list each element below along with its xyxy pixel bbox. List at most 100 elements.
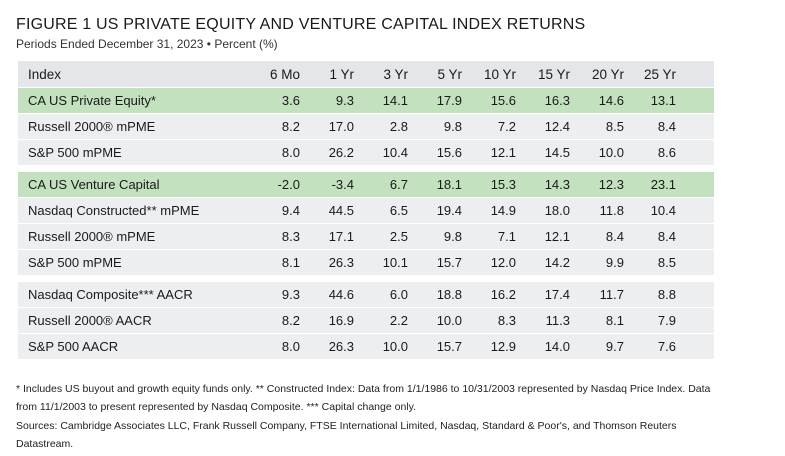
figure-title: FIGURE 1 US PRIVATE EQUITY AND VENTURE C… — [16, 16, 586, 33]
row-value: 8.0 — [281, 339, 300, 354]
row-value: 17.1 — [328, 229, 354, 244]
row-value: 11.8 — [599, 203, 624, 218]
row-label: CA US Venture Capital — [28, 177, 160, 192]
table-body: CA US Private Equity* 3.6 9.3 14.1 17.9 15.6 1… — [18, 87, 714, 359]
row-label: S&P 500 mPME — [28, 255, 122, 270]
row-value: 3.6 — [281, 93, 300, 108]
table-row: S&P 500 mPME 8.0 26.2 10.4 15.6 12.1 14.5 10.0 8… — [18, 139, 714, 165]
sources-note: Sources: Cambridge Associates LLC, Frank… — [16, 420, 677, 450]
row-value: 17.4 — [544, 287, 570, 302]
row-value: 16.3 — [544, 93, 570, 108]
row-value: 7.2 — [497, 119, 516, 134]
row-value: 10.0 — [382, 339, 408, 354]
table-row: CA US Venture Capital -2.0 -3.4 6.7 18.1 15.3… — [18, 171, 714, 197]
row-value: 8.5 — [605, 119, 624, 134]
row-value: 14.3 — [544, 177, 570, 192]
row-value: 11.3 — [545, 313, 570, 328]
row-value: 16.2 — [490, 287, 516, 302]
row-value: 7.9 — [657, 313, 676, 328]
row-value: 8.2 — [281, 313, 300, 328]
footnote: * Includes US buyout and growth equity f… — [16, 383, 711, 413]
row-value: -2.0 — [277, 177, 300, 192]
row-label: Russell 2000® AACR — [28, 313, 152, 328]
row-value: 14.1 — [382, 93, 408, 108]
row-value: 26.2 — [328, 145, 354, 160]
header-3yr: 3 Yr — [383, 66, 408, 82]
row-label: Russell 2000® mPME — [28, 229, 156, 244]
row-value: 44.5 — [328, 203, 354, 218]
row-value: 12.1 — [490, 145, 516, 160]
header-6mo: 6 Mo — [269, 66, 300, 82]
row-value: 17.0 — [328, 119, 354, 134]
row-value: 10.0 — [436, 313, 462, 328]
row-value: 8.3 — [497, 313, 516, 328]
row-value: 8.4 — [657, 229, 676, 244]
row-value: 9.8 — [443, 119, 462, 134]
row-label: Nasdaq Composite*** AACR — [28, 287, 193, 302]
table-row: S&P 500 AACR 8.0 26.3 10.0 15.7 12.9 14.0 9.7 7.… — [18, 333, 714, 359]
row-value: 13.1 — [650, 93, 676, 108]
row-value: 9.8 — [443, 229, 462, 244]
row-value: 12.3 — [598, 177, 624, 192]
row-value: 9.7 — [605, 339, 624, 354]
group-spacer — [18, 165, 714, 171]
row-value: 15.7 — [436, 339, 462, 354]
header-10yr: 10 Yr — [483, 66, 516, 82]
header-20yr: 20 Yr — [591, 66, 624, 82]
row-value: 8.6 — [657, 145, 676, 160]
row-value: 17.9 — [436, 93, 462, 108]
figure-subtitle: Periods Ended December 31, 2023 • Percen… — [16, 37, 278, 51]
row-value: 8.0 — [281, 145, 300, 160]
row-label: Nasdaq Constructed** mPME — [28, 203, 200, 218]
row-value: 8.3 — [281, 229, 300, 244]
row-value: 9.3 — [281, 287, 300, 302]
row-value: 18.1 — [436, 177, 462, 192]
row-value: 16.9 — [328, 313, 354, 328]
row-value: 44.6 — [328, 287, 354, 302]
row-value: 8.5 — [657, 255, 676, 270]
row-value: 6.7 — [389, 177, 408, 192]
returns-table: Index 6 Mo 1 Yr 3 Yr 5 Yr 10 Yr 15 Yr 20… — [18, 61, 714, 359]
row-value: 10.4 — [650, 203, 676, 218]
row-value: 14.6 — [598, 93, 624, 108]
row-value: 12.9 — [490, 339, 516, 354]
row-value: -3.4 — [331, 177, 354, 192]
row-value: 23.1 — [650, 177, 676, 192]
header-1yr: 1 Yr — [329, 66, 354, 82]
header-5yr: 5 Yr — [437, 66, 462, 82]
table-header-row: Index 6 Mo 1 Yr 3 Yr 5 Yr 10 Yr 15 Yr 20… — [18, 61, 714, 87]
row-value: 12.0 — [490, 255, 516, 270]
table-row: CA US Private Equity* 3.6 9.3 14.1 17.9 15.6 1… — [18, 87, 714, 113]
row-value: 14.0 — [544, 339, 570, 354]
row-label: CA US Private Equity* — [28, 93, 156, 108]
header-index: Index — [28, 66, 62, 82]
row-value: 8.2 — [281, 119, 300, 134]
row-label: Russell 2000® mPME — [28, 119, 156, 134]
table-row: Russell 2000® mPME 8.3 17.1 2.5 9.8 7.1 12.1 8.… — [18, 223, 714, 249]
row-value: 8.8 — [657, 287, 676, 302]
row-value: 12.4 — [544, 119, 570, 134]
row-value: 26.3 — [328, 339, 354, 354]
row-value: 10.0 — [598, 145, 624, 160]
row-value: 10.1 — [382, 255, 408, 270]
row-value: 10.4 — [382, 145, 408, 160]
group-spacer — [18, 275, 714, 281]
row-value: 11.7 — [599, 287, 624, 302]
table-row: Nasdaq Composite*** AACR 9.3 44.6 6.0 18.8 16… — [18, 281, 714, 307]
row-value: 8.4 — [657, 119, 676, 134]
row-value: 7.6 — [657, 339, 676, 354]
row-value: 15.3 — [490, 177, 516, 192]
row-value: 2.2 — [389, 313, 408, 328]
table-row: Nasdaq Constructed** mPME 9.4 44.5 6.5 19.4 1… — [18, 197, 714, 223]
row-value: 14.5 — [544, 145, 570, 160]
header-15yr: 15 Yr — [537, 66, 570, 82]
row-value: 14.9 — [490, 203, 516, 218]
row-value: 8.1 — [281, 255, 300, 270]
row-label: S&P 500 mPME — [28, 145, 122, 160]
row-value: 9.9 — [605, 255, 624, 270]
row-value: 15.6 — [490, 93, 516, 108]
row-value: 15.6 — [436, 145, 462, 160]
row-value: 19.4 — [436, 203, 462, 218]
row-value: 9.4 — [281, 203, 300, 218]
row-value: 26.3 — [328, 255, 354, 270]
